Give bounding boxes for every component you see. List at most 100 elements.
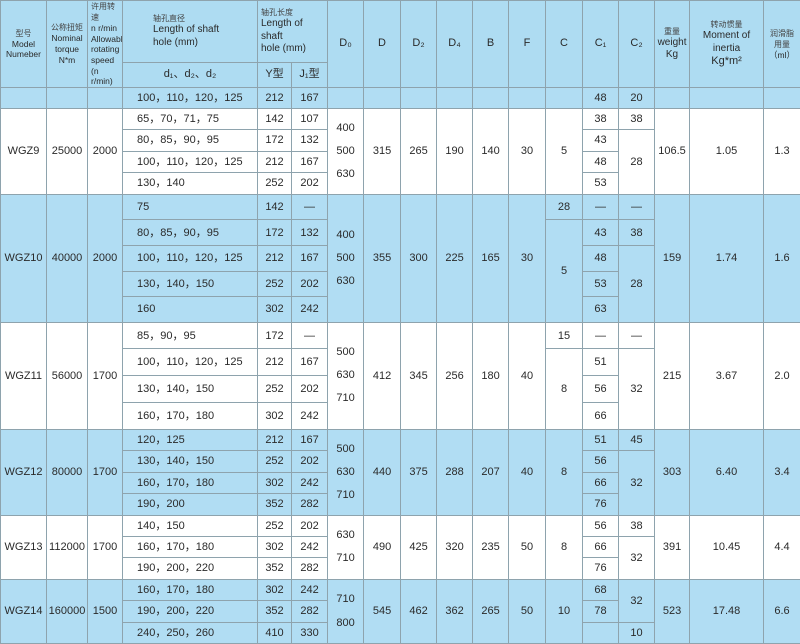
c1-cell: 51	[583, 429, 619, 451]
model-cell: WGZ9	[1, 108, 47, 194]
speed-cell: 1700	[88, 515, 123, 579]
inertia-cell	[690, 87, 764, 108]
torque-cell: 80000	[47, 429, 88, 515]
j1-length-cell: —	[292, 322, 328, 349]
weight-cell: 303	[655, 429, 690, 515]
c1-cell: 43	[583, 220, 619, 246]
b-cell	[473, 87, 509, 108]
d0-cell: 500 630 710	[328, 322, 364, 429]
c2-cell: 32	[619, 537, 655, 580]
header-f: F	[509, 1, 546, 88]
y-length-cell: 302	[258, 579, 292, 601]
header-d0: D₀	[328, 1, 364, 88]
c1-cell: 53	[583, 173, 619, 195]
j1-length-cell: 242	[292, 537, 328, 558]
y-length-cell: 212	[258, 429, 292, 451]
y-length-cell: 352	[258, 558, 292, 579]
c1-cell: 68	[583, 579, 619, 601]
y-length-cell: 352	[258, 601, 292, 623]
header-weight-en: weight Kg	[658, 37, 687, 61]
shaft-diameter-cell: 130，140	[123, 173, 258, 195]
c1-cell	[583, 622, 619, 644]
c1-cell: 48	[583, 151, 619, 173]
y-length-cell: 302	[258, 472, 292, 494]
lube-cell: 6.6	[764, 579, 800, 644]
b-cell: 140	[473, 108, 509, 194]
header-d2: D₂	[401, 1, 437, 88]
c-cell: 5	[546, 220, 583, 322]
j1-length-cell: 132	[292, 130, 328, 152]
header-torque-en: Nominal torque N*m	[51, 33, 82, 64]
header-c2: C₂	[619, 1, 655, 88]
header-inertia-unit: Kg*m²	[711, 55, 742, 67]
j1-length-cell: 167	[292, 87, 328, 108]
torque-cell: 160000	[47, 579, 88, 644]
c1-cell: —	[583, 194, 619, 220]
shaft-diameter-cell: 160，170，180	[123, 472, 258, 494]
d2-cell: 425	[401, 515, 437, 579]
c2-cell: 32	[619, 349, 655, 429]
c2-cell: 45	[619, 429, 655, 451]
y-length-cell: 212	[258, 87, 292, 108]
weight-cell: 215	[655, 322, 690, 429]
c1-cell: 48	[583, 87, 619, 108]
f-cell: 50	[509, 515, 546, 579]
shaft-diameter-cell: 130，140，150	[123, 376, 258, 403]
weight-cell: 106.5	[655, 108, 690, 194]
speed-cell	[88, 87, 123, 108]
d4-cell: 256	[437, 322, 473, 429]
shaft-diameter-cell: 140，150	[123, 515, 258, 536]
weight-cell: 523	[655, 579, 690, 644]
b-cell: 180	[473, 322, 509, 429]
c-cell: 8	[546, 515, 583, 579]
y-length-cell: 252	[258, 173, 292, 195]
d2-cell: 345	[401, 322, 437, 429]
shaft-diameter-cell: 100，110，120，125	[123, 245, 258, 271]
c1-cell: 66	[583, 402, 619, 429]
header-inertia-en: Moment of inertia	[703, 30, 750, 54]
j1-length-cell: 282	[292, 558, 328, 579]
header-lube: 润滑脂 用量（ml）	[764, 1, 800, 88]
c-cell: 5	[546, 108, 583, 194]
weight-cell: 391	[655, 515, 690, 579]
d-cell: 440	[364, 429, 401, 515]
c2-cell: 38	[619, 108, 655, 130]
f-cell: 30	[509, 108, 546, 194]
d-cell	[364, 87, 401, 108]
d0-cell: 500 630 710	[328, 429, 364, 515]
b-cell: 207	[473, 429, 509, 515]
header-lube-cn: 润滑脂 用量	[770, 29, 794, 49]
y-length-cell: 212	[258, 349, 292, 376]
c2-cell: 20	[619, 87, 655, 108]
y-length-cell: 172	[258, 220, 292, 246]
header-j1-type: J₁型	[292, 62, 328, 87]
speed-cell: 2000	[88, 194, 123, 322]
shaft-diameter-cell: 190，200，220	[123, 558, 258, 579]
inertia-cell: 3.67	[690, 322, 764, 429]
j1-length-cell: 282	[292, 601, 328, 623]
d2-cell	[401, 87, 437, 108]
b-cell: 165	[473, 194, 509, 322]
f-cell: 40	[509, 322, 546, 429]
d-cell: 412	[364, 322, 401, 429]
d0-cell: 400 500 630	[328, 194, 364, 322]
c2-cell: 38	[619, 515, 655, 536]
shaft-diameter-cell: 130，140，150	[123, 451, 258, 473]
lube-cell: 2.0	[764, 322, 800, 429]
j1-length-cell: —	[292, 194, 328, 220]
header-shaft-length-cn: 轴孔长度	[261, 8, 293, 17]
header-y-type: Y型	[258, 62, 292, 87]
shaft-diameter-cell: 100，110，120，125	[123, 151, 258, 173]
inertia-cell: 1.05	[690, 108, 764, 194]
f-cell: 30	[509, 194, 546, 322]
c1-cell: 66	[583, 472, 619, 494]
j1-length-cell: 282	[292, 494, 328, 516]
j1-length-cell: 202	[292, 173, 328, 195]
d-cell: 315	[364, 108, 401, 194]
lube-cell: 1.3	[764, 108, 800, 194]
